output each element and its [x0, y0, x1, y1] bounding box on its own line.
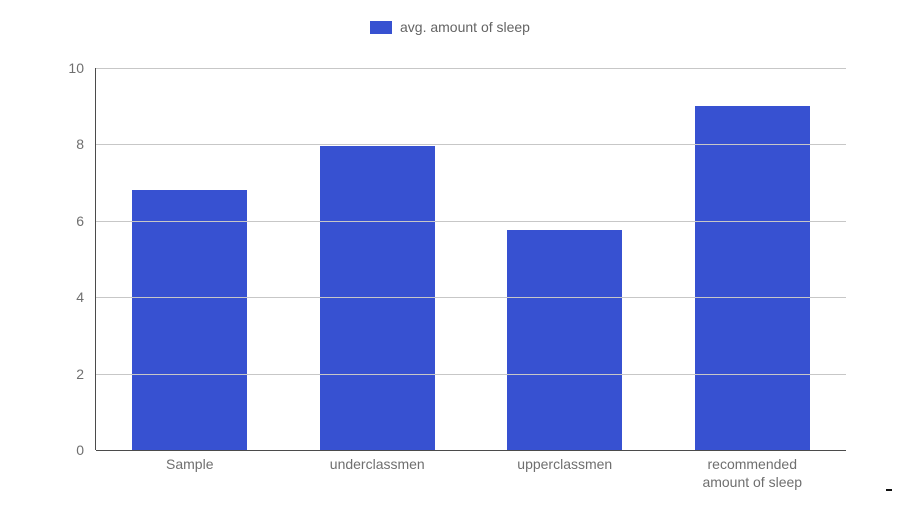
- x-tick-label: Sample: [96, 450, 284, 474]
- y-tick-label: 8: [76, 136, 96, 152]
- x-tick-label: recommended amount of sleep: [659, 450, 847, 491]
- sleep-bar-chart: avg. amount of sleep 0246810Sampleunderc…: [0, 0, 900, 506]
- y-tick-label: 10: [68, 60, 96, 76]
- bar: [507, 230, 622, 450]
- bar: [132, 190, 247, 450]
- y-tick-label: 4: [76, 289, 96, 305]
- legend-swatch: [370, 21, 392, 34]
- y-tick-label: 6: [76, 213, 96, 229]
- legend-label: avg. amount of sleep: [400, 20, 530, 34]
- bars-layer: [96, 68, 846, 450]
- gridline: [96, 68, 846, 69]
- gridline: [96, 221, 846, 222]
- x-tick-label: upperclassmen: [471, 450, 659, 474]
- gridline: [96, 374, 846, 375]
- y-tick-label: 2: [76, 366, 96, 382]
- stray-tick-mark: [886, 489, 892, 491]
- plot-area: 0246810Sampleunderclassmenupperclassmenr…: [95, 68, 846, 450]
- y-tick-label: 0: [76, 442, 96, 458]
- gridline: [96, 144, 846, 145]
- bar: [695, 106, 810, 450]
- gridline: [96, 297, 846, 298]
- x-tick-label: underclassmen: [284, 450, 472, 474]
- legend: avg. amount of sleep: [0, 20, 900, 34]
